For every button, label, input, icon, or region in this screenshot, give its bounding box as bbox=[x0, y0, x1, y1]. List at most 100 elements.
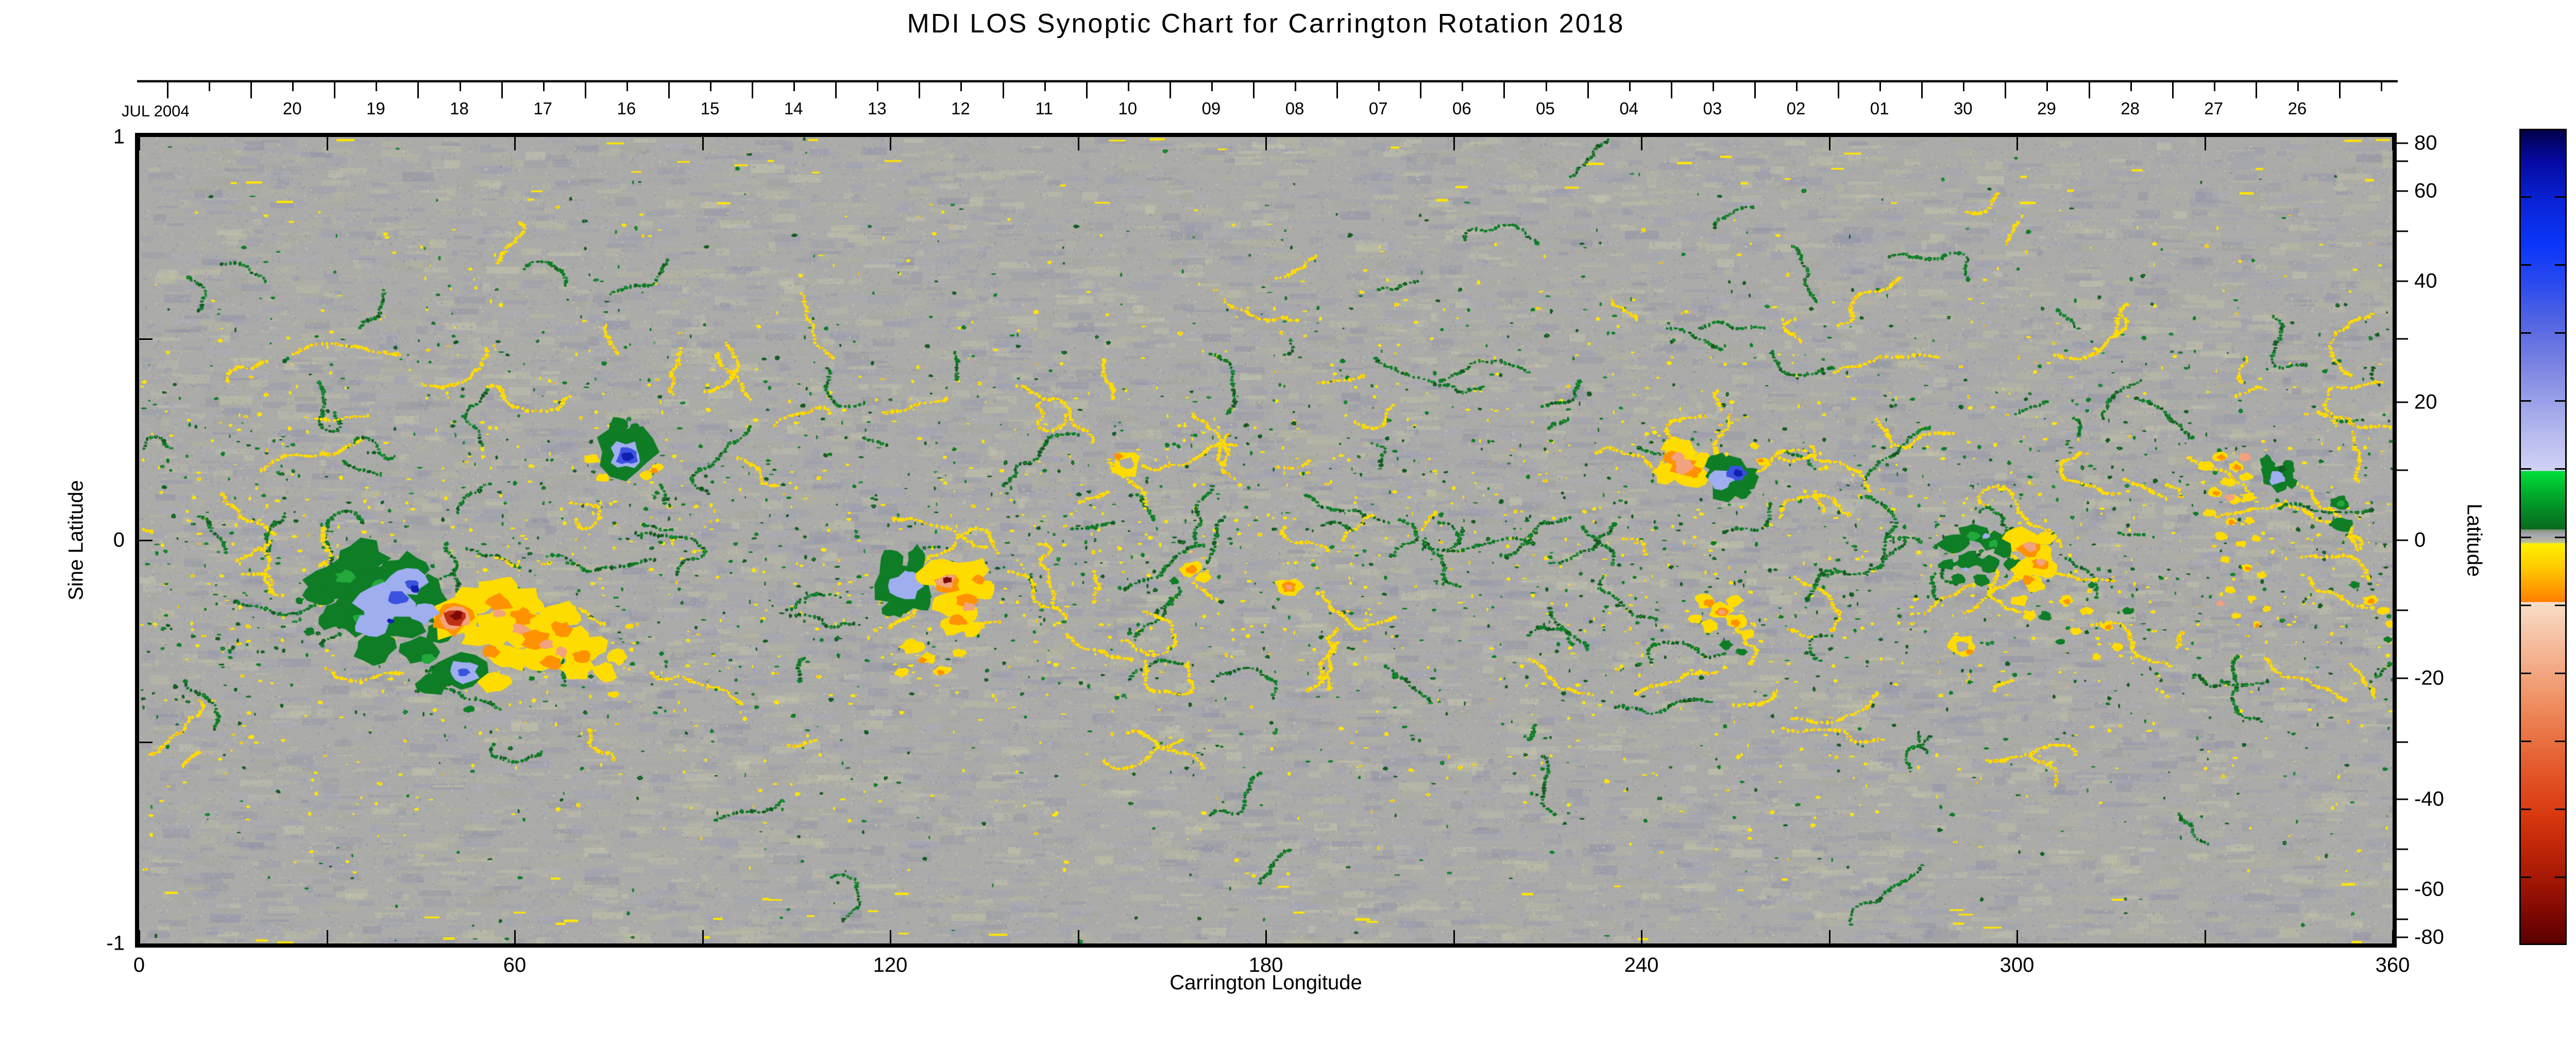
date-day-label: 30 bbox=[1953, 99, 1973, 118]
longitude-inner-tick-top bbox=[2204, 137, 2206, 150]
date-minor-tick bbox=[1879, 82, 1882, 91]
date-day-label: 06 bbox=[1452, 99, 1471, 118]
date-minor-tick bbox=[1462, 82, 1464, 91]
latitude-tick bbox=[2397, 469, 2408, 471]
date-minor-tick bbox=[2297, 82, 2299, 91]
colorbar-tick-right bbox=[2555, 264, 2565, 266]
date-major-tick bbox=[2172, 82, 2174, 98]
colorbar-tick-right bbox=[2555, 808, 2565, 810]
latitude-tick-label: 0 bbox=[2414, 528, 2426, 552]
synoptic-map-frame bbox=[135, 133, 2397, 948]
date-minor-tick bbox=[1127, 82, 1129, 91]
longitude-inner-tick-bottom bbox=[2204, 930, 2206, 943]
date-major-tick bbox=[1670, 82, 1672, 98]
date-day-label: 28 bbox=[2121, 99, 2140, 118]
date-day-label: 26 bbox=[2287, 99, 2307, 118]
date-day-label: 14 bbox=[784, 99, 803, 118]
longitude-inner-tick-bottom bbox=[514, 930, 516, 943]
sine-latitude-inner-tick bbox=[139, 540, 152, 541]
colorbar-tick-left bbox=[2521, 468, 2531, 470]
longitude-inner-tick-top bbox=[2392, 137, 2394, 150]
date-minor-tick bbox=[1211, 82, 1213, 91]
date-day-label: 18 bbox=[450, 99, 469, 118]
latitude-tick bbox=[2397, 280, 2408, 282]
date-minor-tick bbox=[626, 82, 628, 91]
date-day-label: 29 bbox=[2037, 99, 2056, 118]
longitude-inner-tick-top bbox=[1265, 137, 1267, 150]
latitude-tick bbox=[2397, 142, 2408, 144]
latitude-tick bbox=[2397, 338, 2408, 339]
latitude-tick-label: 20 bbox=[2414, 390, 2437, 414]
date-day-label: 20 bbox=[282, 99, 302, 118]
date-major-tick bbox=[1754, 82, 1756, 98]
sine-latitude-tick-label: 1 bbox=[113, 125, 125, 148]
bottom-axis-title: Carrington Longitude bbox=[1170, 971, 1362, 994]
date-major-tick bbox=[1587, 82, 1589, 98]
latitude-tick-label: 40 bbox=[2414, 269, 2437, 293]
date-day-label: 01 bbox=[1870, 99, 1889, 118]
date-minor-tick bbox=[2213, 82, 2215, 91]
left-axis-title: Sine Latitude bbox=[64, 480, 88, 600]
date-minor-tick bbox=[1545, 82, 1547, 91]
date-day-label: 10 bbox=[1118, 99, 1138, 118]
colorbar-tick-right bbox=[2555, 876, 2565, 878]
date-major-tick bbox=[2088, 82, 2090, 98]
longitude-inner-tick-top bbox=[1077, 137, 1079, 150]
longitude-inner-tick-bottom bbox=[1828, 930, 1831, 943]
date-day-label: 09 bbox=[1201, 99, 1221, 118]
longitude-inner-tick-top bbox=[2016, 137, 2018, 150]
date-major-tick bbox=[334, 82, 336, 98]
date-major-tick bbox=[417, 82, 419, 98]
date-minor-tick bbox=[1712, 82, 1714, 91]
longitude-inner-tick-bottom bbox=[2016, 930, 2018, 943]
latitude-tick bbox=[2397, 609, 2408, 611]
date-minor-tick bbox=[710, 82, 711, 91]
longitude-tick-label: 0 bbox=[133, 954, 145, 976]
date-major-tick bbox=[250, 82, 252, 98]
colorbar-tick-right bbox=[2555, 740, 2565, 742]
date-major-tick bbox=[752, 82, 754, 98]
longitude-inner-tick-bottom bbox=[1641, 930, 1642, 943]
longitude-inner-tick-top bbox=[1641, 137, 1642, 150]
date-major-tick bbox=[2005, 82, 2007, 98]
latitude-tick bbox=[2397, 741, 2408, 743]
colorbar-tick-left bbox=[2521, 400, 2531, 402]
date-day-label: 17 bbox=[533, 99, 553, 118]
longitude-inner-tick-top bbox=[890, 137, 891, 150]
longitude-inner-tick-bottom bbox=[1265, 930, 1267, 943]
longitude-tick-label: 300 bbox=[1999, 954, 2035, 976]
longitude-tick-label: 360 bbox=[2375, 954, 2410, 976]
colorbar-tick-right bbox=[2555, 332, 2565, 334]
latitude-tick bbox=[2397, 160, 2408, 162]
date-day-label: 08 bbox=[1285, 99, 1304, 118]
latitude-tick bbox=[2397, 677, 2408, 679]
latitude-tick bbox=[2397, 230, 2408, 232]
colorbar-tick-left bbox=[2521, 876, 2531, 878]
colorbar-tick-left bbox=[2521, 264, 2531, 266]
latitude-tick bbox=[2397, 401, 2408, 403]
sine-latitude-inner-tick bbox=[139, 338, 152, 340]
date-minor-tick bbox=[1963, 82, 1965, 91]
colorbar-tick-left bbox=[2521, 808, 2531, 810]
date-day-label: 07 bbox=[1368, 99, 1388, 118]
date-minor-tick bbox=[292, 82, 294, 91]
latitude-tick-label: -40 bbox=[2414, 787, 2444, 811]
date-minor-tick bbox=[1629, 82, 1631, 91]
date-day-label: 15 bbox=[700, 99, 720, 118]
page-title: MDI LOS Synoptic Chart for Carrington Ro… bbox=[907, 9, 1625, 39]
colorbar-tick-right bbox=[2555, 604, 2565, 606]
date-major-tick bbox=[835, 82, 837, 98]
date-minor-tick bbox=[543, 82, 545, 91]
sine-latitude-tick-label: -1 bbox=[106, 932, 125, 955]
latitude-tick bbox=[2397, 936, 2408, 938]
colorbar-tick-left bbox=[2521, 672, 2531, 674]
date-day-label: 11 bbox=[1035, 99, 1053, 118]
sine-latitude-tick-label: 0 bbox=[113, 528, 125, 552]
date-minor-tick bbox=[2381, 82, 2383, 91]
latitude-tick-label: -20 bbox=[2414, 666, 2444, 690]
date-major-tick bbox=[501, 82, 503, 98]
date-major-tick bbox=[668, 82, 670, 98]
date-day-label: 16 bbox=[617, 99, 636, 118]
month-year-label: JUL 2004 bbox=[122, 102, 190, 120]
synoptic-map-canvas bbox=[139, 137, 2393, 943]
